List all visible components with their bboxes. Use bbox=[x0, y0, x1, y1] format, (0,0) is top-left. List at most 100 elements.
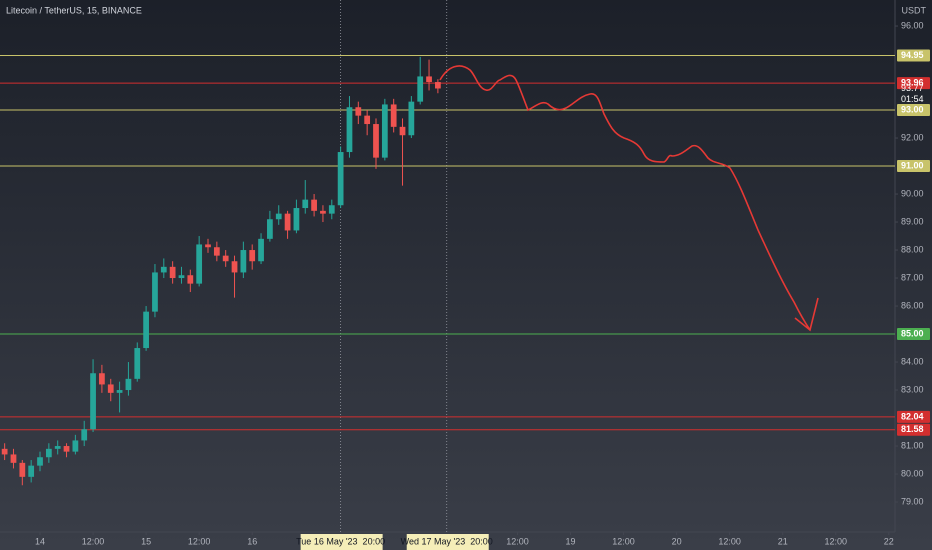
candle-body bbox=[134, 348, 141, 379]
candle-body bbox=[364, 115, 371, 125]
candle-body bbox=[373, 124, 379, 158]
countdown-label: 01:54 bbox=[901, 94, 924, 104]
candle-body bbox=[346, 107, 353, 153]
candle-body bbox=[302, 199, 309, 209]
level-label: 91.00 bbox=[901, 160, 924, 170]
level-label: 81.58 bbox=[901, 424, 924, 434]
candle-body bbox=[107, 384, 114, 393]
crosshair-label-box bbox=[406, 534, 489, 550]
candle-body bbox=[249, 250, 256, 262]
candle-body bbox=[320, 210, 326, 214]
level-label: 93.00 bbox=[901, 104, 924, 114]
chart-title: Litecoin / TetherUS, 15, BINANCE bbox=[6, 5, 142, 15]
level-label: 94.95 bbox=[901, 50, 924, 60]
x-tick-label: 19 bbox=[566, 536, 576, 546]
candle-body bbox=[435, 82, 441, 89]
y-tick-label: 89.00 bbox=[901, 216, 924, 226]
candle-body bbox=[231, 261, 238, 273]
x-tick-label: 12:00 bbox=[188, 536, 211, 546]
candle-body bbox=[143, 311, 149, 349]
x-tick-label: 21 bbox=[778, 536, 788, 546]
x-tick-label: 12:00 bbox=[612, 536, 635, 546]
y-tick-label: 81.00 bbox=[901, 440, 924, 450]
level-label-box bbox=[897, 328, 930, 341]
level-label: 82.04 bbox=[901, 411, 924, 421]
level-label-box bbox=[897, 410, 930, 423]
x-tick-label: 12:00 bbox=[718, 536, 741, 546]
candle-body bbox=[390, 104, 397, 127]
x-tick-label: 12:00 bbox=[82, 536, 105, 546]
candle-body bbox=[178, 275, 185, 279]
candle-body bbox=[196, 244, 203, 284]
level-label-box bbox=[897, 104, 930, 117]
x-tick-label: 16 bbox=[247, 536, 257, 546]
candle-body bbox=[63, 446, 70, 452]
candle-body bbox=[10, 454, 17, 463]
drawing-path bbox=[439, 65, 811, 331]
candle-body bbox=[19, 462, 26, 477]
candle-body bbox=[1, 448, 8, 455]
candle-body bbox=[54, 446, 61, 449]
level-label-box bbox=[897, 49, 930, 62]
candle-body bbox=[337, 152, 344, 206]
y-tick-label: 80.00 bbox=[901, 468, 924, 478]
candle-body bbox=[399, 126, 406, 136]
level-label-box bbox=[897, 77, 930, 90]
drawing-arrowhead bbox=[794, 297, 819, 332]
candle-body bbox=[311, 199, 317, 211]
last-price-label: 93.77 bbox=[901, 83, 924, 93]
y-tick-label: 84.00 bbox=[901, 356, 924, 366]
candle-body bbox=[267, 219, 273, 239]
candle-body bbox=[328, 205, 335, 214]
candle-body bbox=[90, 373, 96, 430]
crosshair-label-box bbox=[300, 534, 383, 550]
candle-body bbox=[187, 275, 194, 284]
candle-body bbox=[116, 390, 123, 393]
y-tick-label: 90.00 bbox=[901, 188, 924, 198]
level-label: 85.00 bbox=[901, 328, 924, 338]
level-label-box bbox=[897, 160, 930, 173]
level-label: 93.96 bbox=[901, 78, 924, 88]
x-tick-label: 12:00 bbox=[506, 536, 529, 546]
candle-body bbox=[152, 272, 158, 312]
candle-body bbox=[169, 266, 176, 279]
candle-body bbox=[125, 378, 132, 391]
candle-body bbox=[37, 457, 43, 466]
x-tick-label: 14 bbox=[35, 536, 45, 546]
y-tick-label: 88.00 bbox=[901, 244, 924, 254]
candle-body bbox=[426, 76, 432, 83]
candle-body bbox=[293, 208, 300, 231]
candle-body bbox=[240, 250, 247, 273]
candle-body bbox=[408, 101, 415, 136]
crosshair-label: Tue 16 May '23 20:00 bbox=[296, 536, 385, 546]
candle-body bbox=[417, 76, 424, 102]
x-tick-label: 20 bbox=[672, 536, 682, 546]
candle-body bbox=[28, 465, 35, 477]
candle-body bbox=[355, 107, 362, 116]
y-tick-label: 96.00 bbox=[901, 20, 924, 30]
candle-body bbox=[72, 440, 79, 452]
candle-body bbox=[81, 429, 88, 441]
y-tick-label: 87.00 bbox=[901, 272, 924, 282]
y-tick-label: 83.00 bbox=[901, 384, 924, 394]
candle-body bbox=[284, 213, 291, 231]
x-tick-label: 12:00 bbox=[824, 536, 847, 546]
y-tick-label: 92.00 bbox=[901, 132, 924, 142]
candle-body bbox=[275, 213, 282, 220]
candle-body bbox=[381, 104, 388, 158]
level-label-box bbox=[897, 423, 930, 436]
candle-body bbox=[205, 244, 211, 248]
candle-body bbox=[222, 255, 229, 262]
y-tick-label: 86.00 bbox=[901, 300, 924, 310]
x-tick-label: 15 bbox=[141, 536, 151, 546]
candle-body bbox=[258, 238, 264, 262]
candle-body bbox=[99, 373, 105, 385]
crosshair-label: Wed 17 May '23 20:00 bbox=[401, 536, 493, 546]
y-tick-label: 79.00 bbox=[901, 496, 924, 506]
candle-body bbox=[160, 266, 167, 273]
candle-body bbox=[213, 247, 220, 256]
candle-body bbox=[45, 448, 52, 458]
x-tick-label: 22 bbox=[884, 536, 894, 546]
